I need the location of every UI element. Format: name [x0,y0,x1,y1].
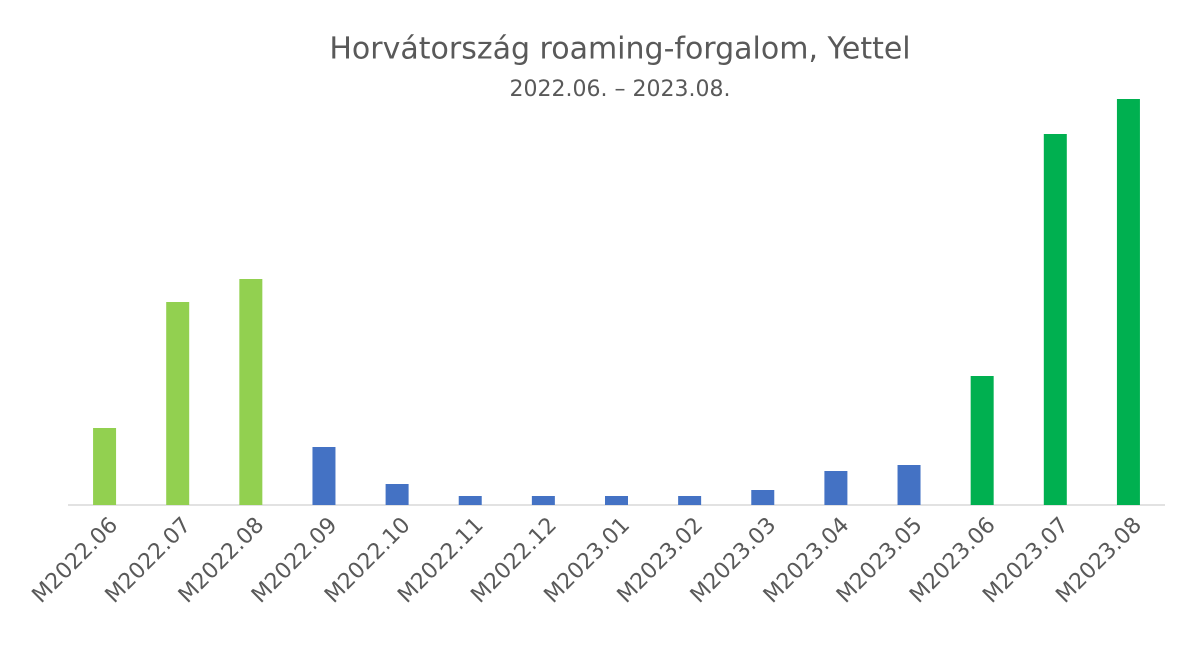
bar [93,428,117,505]
bar [166,302,190,505]
bar [605,496,628,505]
bar [751,490,775,505]
bar [970,376,994,505]
bar [824,471,848,505]
bar [678,496,702,505]
chart-title: Horvátország roaming-forgalom, Yettel [329,32,910,67]
bar [1116,99,1140,505]
bar [1043,134,1067,505]
bar [312,447,336,505]
bar [531,496,555,505]
bar [458,496,482,505]
bar [897,465,921,505]
bar [239,279,263,505]
chart-subtitle: 2022.06. – 2023.08. [510,77,731,102]
bar [385,484,409,505]
